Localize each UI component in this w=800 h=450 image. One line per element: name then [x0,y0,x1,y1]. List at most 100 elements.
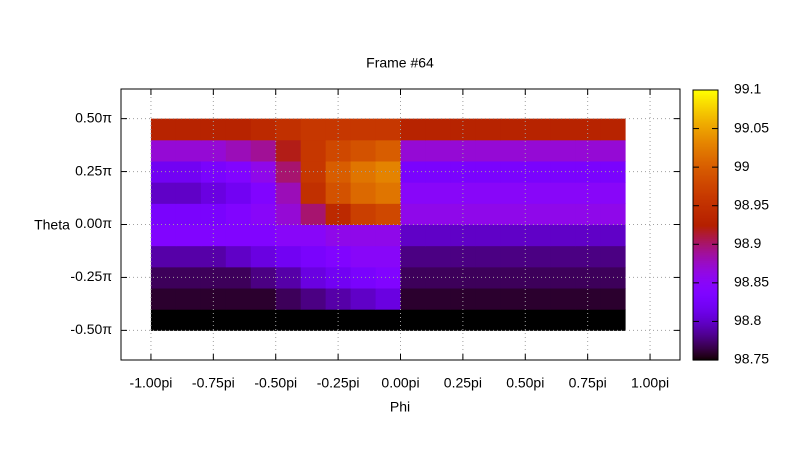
colorbar-step [693,282,718,285]
heat-cell [400,224,426,247]
heat-cell [375,203,401,225]
colorbar-step [693,276,718,279]
colorbar-step [693,190,718,193]
colorbar-step [693,104,718,107]
heat-cell [250,118,277,141]
heat-cell [475,118,501,141]
heat-cell [525,245,551,268]
heat-cell [500,245,526,268]
heat-cell [500,224,526,247]
heat-cell [525,139,551,162]
colorbar-tick-label: 98.85 [734,274,769,290]
colorbar-step [693,296,718,299]
colorbar-step [693,142,718,145]
colorbar-step [693,124,718,127]
heatmap [150,118,626,331]
heat-cell [325,224,352,247]
heat-cell [500,288,526,310]
heat-cell [225,245,252,268]
colorbar-step [693,164,718,167]
colorbar-step [693,174,718,177]
heat-cell [600,224,626,247]
colorbar-step [693,258,718,261]
heat-cell [200,288,227,310]
colorbar-tick-label: 99.1 [734,81,761,97]
colorbar-step [693,342,718,345]
heat-cell [450,245,476,268]
heat-cell [475,266,501,289]
heat-cell [300,118,327,141]
colorbar-step [693,316,718,319]
heat-cell [150,245,177,268]
colorbar-step [693,146,718,149]
colorbar-step [693,274,718,277]
heat-cell [475,203,501,225]
heat-cell [175,224,202,247]
x-tick-label: -0.25pi [317,375,360,391]
heat-cell [250,139,277,162]
heat-cell [375,245,401,268]
heat-cell [525,309,551,331]
colorbar-step [693,232,718,235]
heat-cell [325,288,352,310]
heat-cell [200,203,227,225]
heat-cell [300,224,327,247]
colorbar-step [693,350,718,353]
colorbar-step [693,332,718,335]
colorbar-step [693,216,718,219]
colorbar-step [693,270,718,273]
heat-cell [350,160,377,183]
colorbar-step [693,326,718,329]
colorbar-step [693,160,718,163]
heat-cell [250,224,277,247]
heat-cell [550,203,576,225]
heat-cell [325,309,352,331]
colorbar-tick-label: 98.9 [734,235,761,251]
colorbar-step [693,194,718,197]
heat-cell [450,182,476,204]
colorbar-step [693,224,718,227]
colorbar-step [693,132,718,135]
colorbar-step [693,246,718,249]
colorbar-step [693,180,718,183]
colorbar-step [693,140,718,143]
colorbar-step [693,312,718,315]
heat-cell [525,118,551,141]
colorbar-step [693,236,718,239]
colorbar-tick-label: 98.95 [734,196,769,212]
heat-cell [500,203,526,225]
colorbar-step [693,248,718,251]
colorbar-step [693,158,718,161]
heat-cell [325,160,352,183]
heat-cell [275,224,302,247]
colorbar-frame [692,89,719,361]
heat-cell [425,266,451,289]
colorbar-step [693,196,718,199]
heat-cell [525,224,551,247]
heat-cell [575,203,601,225]
heat-cell [600,245,626,268]
x-tick-label: -0.50pi [254,375,297,391]
colorbar-step [693,242,718,245]
heat-cell [425,139,451,162]
heat-cell [350,182,377,204]
y-tick-label: -0.50π [70,321,112,337]
heat-cell [575,224,601,247]
heat-cell [600,203,626,225]
colorbar-step [693,286,718,289]
colorbar-step [693,336,718,339]
heat-cell [300,309,327,331]
heat-cell [550,266,576,289]
heat-cell [550,118,576,141]
heat-cell [200,182,227,204]
colorbar-step [693,352,718,355]
heat-cell [450,224,476,247]
y-axis-label: Theta [34,217,70,233]
colorbar-step [693,354,718,357]
heat-cell [200,224,227,247]
colorbar-step [693,112,718,115]
x-tick-label: 0.50pi [506,375,544,391]
heat-cell [225,160,252,183]
colorbar-step [693,358,718,361]
heat-cell [600,118,626,141]
